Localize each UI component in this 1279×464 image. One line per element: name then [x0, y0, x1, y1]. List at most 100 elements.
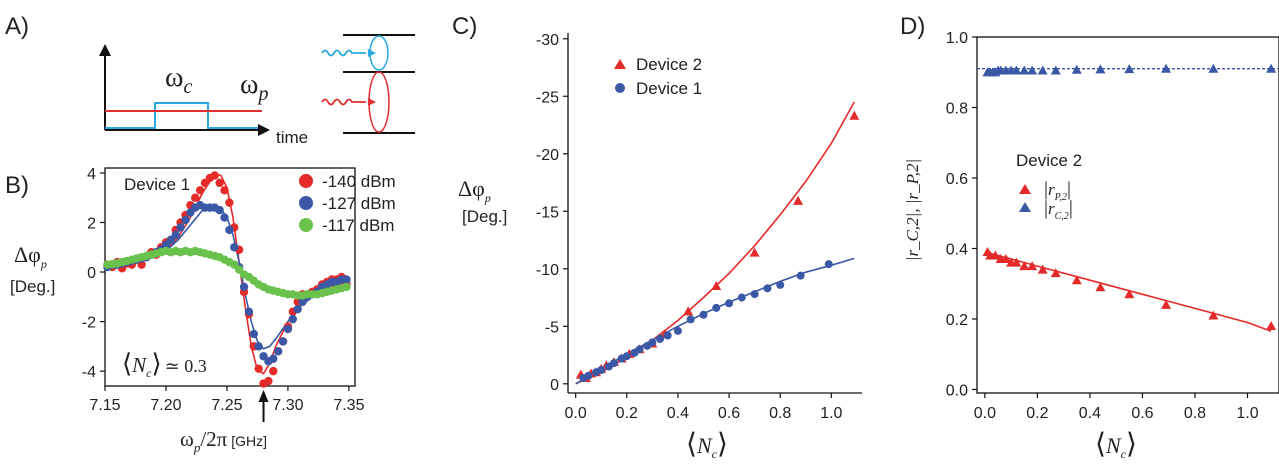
c-legend-label-0: Device 2 [636, 55, 702, 74]
b-ytick-label: 2 [87, 216, 96, 233]
d-point-series-1 [1208, 63, 1219, 73]
b-point-series-1 [171, 230, 180, 240]
legend-rc-label: |rC,2| [1044, 197, 1073, 222]
d-point-series-0 [1027, 261, 1038, 271]
c-point-series-1 [656, 334, 665, 343]
b-point-series-1 [225, 225, 234, 235]
panel-d-frame [976, 36, 1279, 394]
c-point-series-1 [622, 352, 631, 361]
marker-head [258, 390, 269, 402]
c-point-series-0 [683, 306, 694, 316]
d-fit-curve-0 [984, 251, 1272, 333]
c-point-series-0 [849, 110, 860, 120]
pulse-time-arrow-icon [258, 124, 270, 136]
b-ytick-label: 4 [87, 166, 96, 183]
panel-b-ticks: 7.15 7.20 7.25 7.30 7.35 -4 -2 0 2 4 [82, 166, 365, 414]
d-point-series-0 [1011, 257, 1022, 267]
b-point-series-1 [273, 347, 283, 356]
b-xtick-label: 7.30 [272, 397, 303, 414]
panel-b-ylabel-unit: [Deg.] [10, 277, 55, 296]
b-xtick-label: 7.20 [150, 397, 181, 414]
panel-b-chart: 7.15 7.20 7.25 7.30 7.35 -4 -2 0 2 4 Device 1 -14… [10, 166, 396, 455]
panel-d-points [982, 63, 1277, 331]
b-point-series-0 [220, 186, 229, 195]
panel-c-xlabel: ⟨Nc⟩ [686, 429, 728, 461]
d-point-series-0 [1266, 321, 1277, 331]
c-xtick-label: 1.0 [820, 405, 842, 422]
b-xtick-label: 7.15 [89, 397, 120, 414]
panel-b-device-label: Device 1 [124, 175, 190, 194]
omega-c-label: ωc [165, 62, 192, 98]
c-point-series-1 [796, 271, 805, 280]
b-point-series-1 [254, 342, 263, 351]
b-legend-marker-1 [299, 196, 313, 210]
b-ytick-label: 0 [87, 265, 96, 282]
c-point-series-1 [824, 260, 833, 269]
d-point-series-1 [1050, 65, 1061, 75]
d-point-series-1 [1019, 65, 1030, 75]
b-point-series-0 [254, 364, 263, 373]
c-point-series-1 [635, 345, 644, 354]
b-point-series-0 [225, 198, 234, 207]
c-ytick-label: -5 [545, 319, 559, 336]
probe-photon-wave [321, 98, 366, 106]
c-point-series-0 [711, 281, 722, 291]
c-ytick-label: -15 [536, 204, 559, 221]
b-point-series-1 [288, 314, 298, 324]
probe-photon-arrow-icon [368, 98, 376, 106]
panel-d-ticks: 0.0 0.2 0.4 0.6 0.8 1.0 0.0 0.2 0.4 0.6 0.8 1.0 [946, 30, 1259, 422]
panel-b-xlabel: ωp/2π [GHz] [180, 427, 267, 455]
d-point-series-0 [1161, 299, 1172, 309]
b-point-series-1 [342, 275, 351, 284]
c-point-series-1 [663, 331, 672, 340]
b-point-series-1 [293, 305, 302, 314]
d-xtick-label: 1.0 [1236, 405, 1258, 422]
resonance-marker-arrow-icon [258, 390, 269, 422]
b-point-series-1 [249, 329, 258, 339]
c-point-series-1 [737, 293, 746, 302]
b-point-series-1 [230, 243, 239, 252]
c-point-series-1 [712, 303, 721, 312]
d-xtick-label: 0.4 [1079, 405, 1101, 422]
b-point-series-1 [278, 337, 288, 346]
c-point-series-1 [776, 280, 785, 289]
control-photon-arrow-icon [368, 49, 376, 57]
legend-rp-marker [1019, 184, 1031, 194]
b-ytick-label: -2 [82, 315, 96, 332]
c-xtick-label: 0.2 [616, 405, 638, 422]
c-ytick-label: -20 [536, 147, 559, 164]
panel-b-ylabel: Δφp [14, 242, 47, 271]
d-point-series-0 [1071, 275, 1082, 285]
c-fit-curve-0 [575, 101, 855, 385]
c-ytick-label: -10 [536, 262, 559, 279]
c-point-series-1 [648, 338, 657, 347]
d-ytick-label: 1.0 [946, 30, 968, 47]
d-xtick-label: 0.0 [974, 405, 996, 422]
panel-d-legend-title: Device 2 [1016, 151, 1082, 170]
legend-rc-marker [1019, 202, 1031, 212]
d-ytick-label: 0.0 [946, 382, 968, 399]
c-xtick-label: 0.4 [667, 405, 689, 422]
c-legend-marker-1 [615, 83, 625, 93]
b-point-series-0 [191, 193, 200, 202]
c-ytick-label: -25 [536, 89, 559, 106]
d-point-series-0 [1095, 282, 1106, 292]
d-point-series-1 [1124, 64, 1135, 74]
d-point-series-1 [1037, 65, 1048, 75]
b-legend-label-1: -127 dBm [322, 194, 396, 213]
c-xtick-label: 0.0 [565, 405, 587, 422]
b-point-series-0 [195, 186, 205, 195]
panel-a-label: A) [5, 13, 29, 40]
panel-d-ylabel: |r_C,2|, |r_P,2| [903, 159, 922, 261]
panel-c-label: C) [452, 13, 477, 40]
c-point-series-1 [610, 359, 619, 368]
omega-p-label: ωp [240, 69, 268, 105]
d-xtick-label: 0.8 [1184, 405, 1206, 422]
panel-d-xlabel: ⟨Nc⟩ [1095, 429, 1137, 461]
b-legend-label-2: -117 dBm [322, 216, 394, 235]
panel-b-annotation: ⟨Nc⟩ ≃ 0.3 [122, 349, 207, 380]
panel-d-chart: 0.0 0.2 0.4 0.6 0.8 1.0 0.0 0.2 0.4 0.6 0.8 1.0 Dev… [903, 30, 1279, 461]
c-point-series-1 [763, 284, 772, 293]
b-point-series-0 [215, 178, 224, 188]
